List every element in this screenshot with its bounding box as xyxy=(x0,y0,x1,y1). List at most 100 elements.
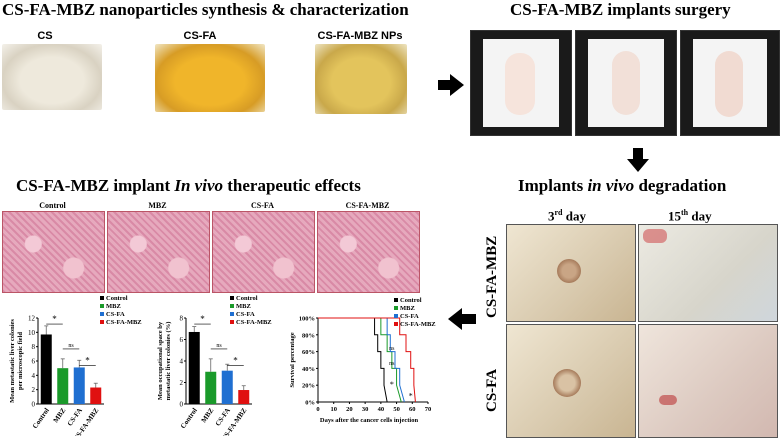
arrow-left-icon xyxy=(448,308,476,330)
histology-label-csfa: CS-FA xyxy=(251,201,274,210)
legend-swatch xyxy=(394,314,398,318)
legend-label: CS-FA xyxy=(400,313,419,320)
bar-chart-occupational-space: Mean occupational space bymetastatic liv… xyxy=(157,295,272,436)
y-tick-label: 0% xyxy=(305,400,315,407)
x-tick-label: 60 xyxy=(409,406,416,413)
y-axis-label-line2: metastatic liver colonies (%) xyxy=(165,322,172,401)
effects-title: CS-FA-MBZ implant In vivo therapeutic ef… xyxy=(16,176,361,195)
y-tick-label: 0 xyxy=(180,401,184,409)
significance-marker: * xyxy=(200,314,205,324)
legend-label: CS-FA-MBZ xyxy=(106,319,142,326)
histology-label-control: Control xyxy=(39,201,66,210)
x-tick-label: 0 xyxy=(316,406,319,413)
y-tick-label: 0 xyxy=(32,401,36,409)
arrow-down-icon xyxy=(627,148,649,172)
y-tick-label: 2 xyxy=(32,386,36,394)
histology-image-control xyxy=(2,211,105,293)
bar-cs-fa xyxy=(73,367,85,404)
legend-label: Control xyxy=(236,295,258,302)
legend-swatch xyxy=(100,312,104,316)
y-tick-label: 6 xyxy=(180,336,184,344)
y-axis-label-line1: Mean occupational space by xyxy=(157,321,164,400)
y-tick-label: 10 xyxy=(28,329,36,337)
x-tick-label: 20 xyxy=(346,406,353,413)
legend-swatch xyxy=(230,296,234,300)
bar-cs-fa-mbz xyxy=(238,390,250,404)
significance-marker: ns xyxy=(389,346,395,352)
y-tick-label: 4 xyxy=(32,372,36,380)
degradation-photo-csfambz-15th xyxy=(638,224,778,322)
significance-marker: * xyxy=(390,380,394,389)
x-tick-label: Control xyxy=(179,407,199,431)
x-tick-label: 50 xyxy=(393,406,400,413)
x-tick-label: 10 xyxy=(330,406,337,413)
cs-powder-image xyxy=(2,44,102,110)
y-axis-label: Survival percentage xyxy=(290,332,296,387)
surgery-photo-2 xyxy=(575,30,677,136)
degradation-photo-csfa-3rd xyxy=(506,324,636,438)
y-tick-label: 4 xyxy=(180,358,184,366)
y-tick-label: 100% xyxy=(299,316,315,323)
legend-label: CS-FA xyxy=(236,311,255,318)
bar-control xyxy=(188,331,200,404)
csfambz-powder-image xyxy=(315,44,407,114)
y-axis-label-line1: Mean metastatic liver colonies xyxy=(9,319,16,403)
legend-swatch xyxy=(394,322,398,326)
bar-cs-fa-mbz xyxy=(90,387,102,404)
degradation-col-3rd-day: 3rd day xyxy=(548,208,586,224)
powder-label-csfa: CS-FA xyxy=(183,30,217,42)
y-axis-label: Mean metastatic liver coloniesper micros… xyxy=(9,319,24,403)
legend-swatch xyxy=(394,298,398,302)
legend-label: Control xyxy=(106,295,128,302)
survival-line-control xyxy=(318,317,388,403)
histology-image-csfa xyxy=(212,211,315,293)
legend-label: CS-FA xyxy=(106,311,125,318)
significance-marker: * xyxy=(52,314,57,324)
surgery-photo-1 xyxy=(470,30,572,136)
arrow-right-icon xyxy=(438,74,464,96)
significance-marker: * xyxy=(233,355,238,365)
surgery-title: CS-FA-MBZ implants surgery xyxy=(510,0,731,19)
degradation-photo-csfa-15th xyxy=(638,324,778,438)
significance-marker: ns xyxy=(389,361,395,367)
legend-swatch xyxy=(100,296,104,300)
survival-line-cs-fa-mbz xyxy=(318,317,416,403)
y-tick-label: 40% xyxy=(302,366,315,373)
y-tick-label: 80% xyxy=(302,332,315,339)
survival-line-cs-fa xyxy=(318,317,405,403)
legend-label: MBZ xyxy=(106,303,121,310)
histology-image-csfambz xyxy=(317,211,420,293)
bar-mbz xyxy=(205,371,217,404)
survival-line-mbz xyxy=(318,317,402,403)
legend-swatch xyxy=(230,304,234,308)
y-tick-label: 8 xyxy=(32,343,36,351)
surgery-photo-3 xyxy=(680,30,780,136)
histology-label-mbz: MBZ xyxy=(148,201,167,210)
degradation-title: Implants in vivo degradation xyxy=(518,176,727,195)
legend-label: CS-FA-MBZ xyxy=(400,321,436,328)
legend-swatch xyxy=(394,306,398,310)
survival-chart: 0% 20% 40% 60% 80% 100% 0 10 20 30 40 50 60 70 Surviva… xyxy=(290,297,436,424)
histology-label-csfambz: CS-FA-MBZ xyxy=(345,201,390,210)
x-tick-label: 30 xyxy=(362,406,369,413)
significance-marker: ns xyxy=(68,343,74,349)
y-tick-label: 2 xyxy=(180,379,184,387)
legend-label: Control xyxy=(400,297,422,304)
degradation-photo-csfambz-3rd xyxy=(506,224,636,322)
synthesis-title: CS-FA-MBZ nanoparticles synthesis & char… xyxy=(2,0,409,19)
y-axis-label: Mean occupational space bymetastatic liv… xyxy=(157,321,172,400)
legend-swatch xyxy=(230,312,234,316)
powder-label-cs: CS xyxy=(37,30,53,42)
x-tick-label: 40 xyxy=(378,406,385,413)
y-tick-label: 20% xyxy=(302,383,315,390)
significance-marker: * xyxy=(409,392,413,401)
legend-label: MBZ xyxy=(236,303,251,310)
x-tick-label: 70 xyxy=(425,406,432,413)
x-axis-label: Days after the cancer cells injection xyxy=(320,417,419,424)
y-tick-label: 8 xyxy=(180,315,184,323)
degradation-col-15th-day: 15th day xyxy=(668,208,712,224)
degradation-row-label-csfambz: CS-FA-MBZ xyxy=(484,235,500,318)
x-tick-label: MBZ xyxy=(200,406,216,424)
y-tick-label: 60% xyxy=(302,349,315,356)
legend-label: MBZ xyxy=(400,305,415,312)
